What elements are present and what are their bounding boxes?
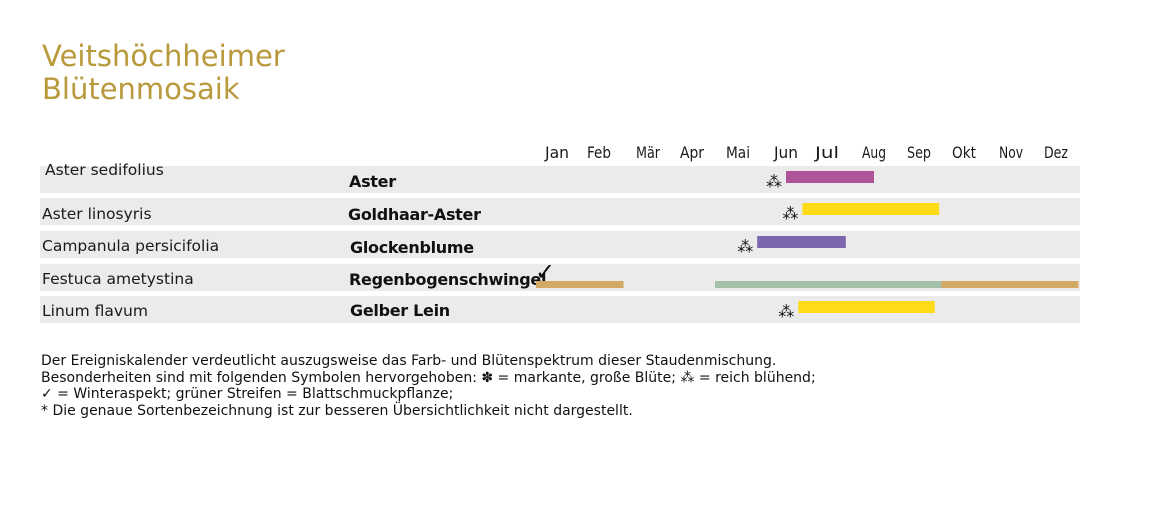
common-name: Aster (349, 172, 396, 191)
bloom-bar (536, 281, 624, 288)
bloom-bar (715, 281, 942, 288)
bloom-bar (802, 203, 940, 215)
month-label: Nov (999, 143, 1023, 162)
latin-name: Festuca ametystina (42, 270, 194, 288)
latin-name: Aster linosyris (42, 205, 152, 223)
common-name: Goldhaar-Aster (348, 205, 481, 224)
footnote-line-1: Der Ereigniskalender verdeutlicht auszug… (41, 353, 777, 369)
footnote: Der Ereigniskalender verdeutlicht auszug… (41, 353, 941, 419)
rich-bloom-icon: ⁂ (766, 172, 782, 191)
latin-name: Linum flavum (42, 302, 148, 320)
title-line-1: Veitshöchheimer (42, 39, 285, 73)
month-label: Jan (544, 143, 569, 162)
common-name: Glockenblume (350, 238, 474, 257)
month-label: Mär (636, 143, 660, 162)
footnote-line-2: Besonderheiten sind mit folgenden Symbol… (41, 369, 816, 386)
rich-bloom-icon: ⁂ (778, 302, 794, 321)
month-label: Feb (587, 143, 611, 162)
month-label: Sep (907, 143, 931, 162)
table-row-background (40, 231, 1080, 258)
month-label: Jun (773, 143, 798, 162)
rich-bloom-icon: ⁂ (782, 204, 798, 223)
latin-name: Aster sedifolius (45, 161, 164, 179)
bloom-bar (757, 236, 846, 248)
common-name: Gelber Lein (350, 301, 450, 320)
month-label: Mai (726, 143, 750, 162)
title-line-2: Blütenmosaik (42, 72, 240, 106)
common-name: Regenbogenschwingel (349, 270, 546, 289)
footnote-line-3: ✓ = Winteraspekt; grüner Streifen = Blat… (41, 386, 454, 402)
page-title: Veitshöchheimer Blütenmosaik (42, 40, 285, 106)
bloom-bar (798, 301, 935, 313)
month-label: Okt (952, 143, 976, 162)
month-label: Apr (680, 143, 704, 162)
footnote-line-4: * Die genaue Sortenbezeichnung ist zur b… (41, 402, 633, 419)
latin-name: Campanula persicifolia (42, 237, 219, 255)
month-label: Jul (814, 143, 839, 162)
winter-aspect-check-icon: ✓ (535, 258, 555, 286)
bloom-bar (786, 171, 874, 183)
rich-bloom-icon: ⁂ (737, 237, 753, 256)
bloom-bar (941, 281, 1079, 288)
bloom-calendar-chart: Jan Feb Mär Apr Mai Jun Jul Aug Sep Okt Nov Dez Aste… (40, 143, 1080, 323)
table-row-background (40, 166, 1080, 193)
month-label: Aug (862, 143, 886, 162)
month-label: Dez (1044, 143, 1068, 162)
